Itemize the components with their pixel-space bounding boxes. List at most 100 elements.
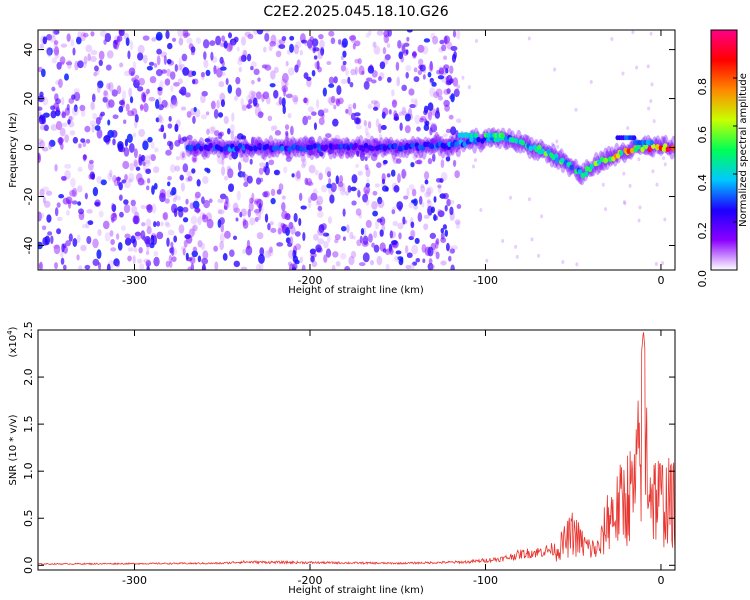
noise-blob <box>342 182 346 193</box>
colorbar-label: Normalized spectral amplitude <box>738 73 749 227</box>
noise-blob <box>43 200 51 208</box>
noise-blob <box>638 205 642 210</box>
noise-blob <box>180 182 185 192</box>
noise-blob <box>438 67 445 75</box>
chart-title: C2E2.2025.045.18.10.G26 <box>263 4 448 20</box>
noise-blob <box>38 142 42 148</box>
ridge-blob <box>276 144 281 151</box>
noise-blob <box>366 77 373 82</box>
noise-blob <box>604 207 608 212</box>
noise-blob <box>358 262 366 267</box>
noise-blob <box>75 36 82 45</box>
colorbar-tick-label: 0.8 <box>696 78 709 96</box>
noise-blob <box>274 130 282 136</box>
noise-blob <box>393 184 400 193</box>
noise-blob <box>265 161 269 169</box>
noise-blob <box>77 185 83 193</box>
noise-blob <box>240 208 248 217</box>
noise-blob <box>78 208 85 215</box>
noise-blob <box>417 69 423 76</box>
noise-blob <box>142 161 146 167</box>
noise-blob <box>85 44 93 53</box>
noise-blob <box>453 88 460 98</box>
noise-blob <box>328 83 335 88</box>
noise-blob <box>108 81 114 92</box>
noise-blob <box>157 114 163 123</box>
ridge-blob <box>323 144 329 150</box>
noise-blob <box>316 195 324 206</box>
ridge-blob <box>540 148 545 155</box>
colorbar-tick-label: 0.2 <box>696 222 709 240</box>
noise-blob <box>87 220 94 226</box>
ridge-blob <box>429 143 435 150</box>
noise-blob <box>119 146 126 153</box>
noise-blob <box>193 106 197 113</box>
noise-blob <box>169 190 175 196</box>
noise-blob <box>288 249 294 259</box>
noise-blob <box>258 202 262 212</box>
noise-blob <box>556 144 560 149</box>
noise-blob <box>217 198 224 204</box>
noise-blob <box>42 96 49 106</box>
noise-blob <box>169 261 173 269</box>
noise-blob <box>369 260 375 266</box>
noise-blob <box>408 184 415 191</box>
noise-blob <box>423 109 428 115</box>
noise-blob <box>164 78 171 86</box>
noise-blob <box>150 141 155 149</box>
noise-blob <box>247 208 252 218</box>
noise-blob <box>317 205 323 212</box>
noise-blob <box>221 35 226 42</box>
noise-blob <box>323 108 329 114</box>
noise-blob <box>251 192 255 203</box>
noise-blob <box>402 216 406 225</box>
noise-blob <box>401 44 406 54</box>
noise-blob <box>242 171 246 178</box>
noise-blob <box>223 199 230 206</box>
y-tick-label: 1.5 <box>22 415 35 433</box>
noise-blob <box>450 45 458 52</box>
noise-blob <box>383 159 388 165</box>
noise-blob <box>284 81 289 87</box>
noise-blob <box>427 102 434 111</box>
noise-blob <box>330 182 337 193</box>
noise-blob <box>127 247 134 252</box>
noise-blob <box>166 189 173 198</box>
noise-blob <box>445 80 452 86</box>
noise-blob <box>55 80 60 85</box>
noise-blob <box>355 163 360 168</box>
noise-blob <box>328 96 335 106</box>
noise-blob <box>449 206 454 216</box>
noise-blob <box>135 166 141 171</box>
noise-blob <box>390 231 397 239</box>
noise-blob <box>376 30 384 36</box>
noise-blob <box>374 183 380 188</box>
noise-blob <box>206 128 210 135</box>
noise-blob <box>102 96 108 103</box>
noise-blob <box>325 248 332 258</box>
noise-blobs <box>38 30 667 270</box>
noise-blob <box>363 120 367 127</box>
noise-blob <box>156 55 161 66</box>
noise-blob <box>385 263 390 270</box>
noise-blob <box>113 258 120 267</box>
noise-blob <box>345 67 349 77</box>
noise-blob <box>234 95 238 101</box>
noise-blob <box>179 150 187 161</box>
noise-blob <box>263 30 271 33</box>
noise-blob <box>153 166 160 174</box>
noise-blob <box>80 31 86 42</box>
noise-blob <box>514 244 518 249</box>
noise-blob <box>419 117 425 123</box>
noise-blob <box>631 30 635 35</box>
noise-blob <box>334 233 341 241</box>
noise-blob <box>169 164 176 173</box>
noise-blob <box>170 94 177 105</box>
noise-blob <box>238 55 246 62</box>
noise-blob <box>46 47 53 56</box>
noise-blob <box>59 127 66 137</box>
noise-blob <box>372 190 378 196</box>
noise-blob <box>311 260 318 268</box>
noise-blob <box>145 218 152 228</box>
noise-blob <box>382 107 389 116</box>
